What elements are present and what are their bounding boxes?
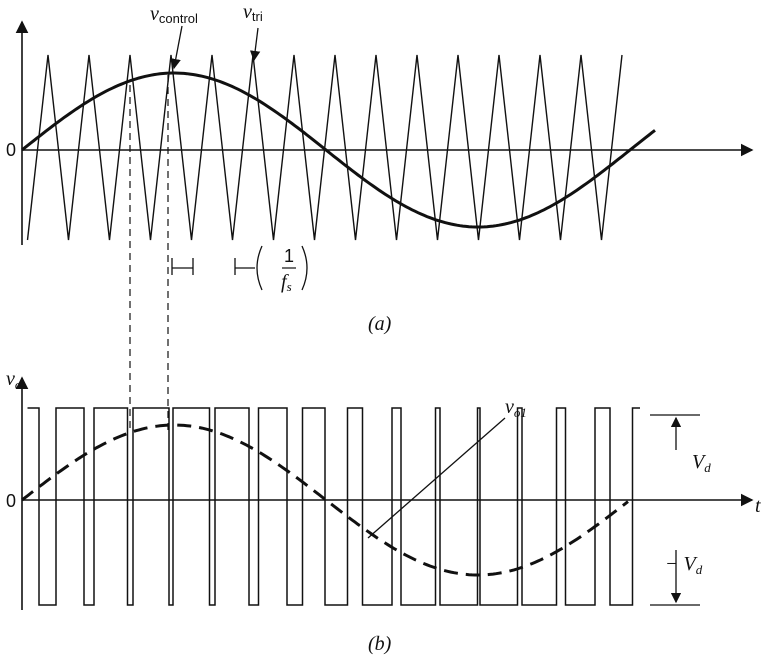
pwm-diagram: 0 vcontrol vtri 1 fs (a) vo 0 t vo1 Vd −…	[0, 0, 763, 658]
triangle-label: vtri	[243, 1, 263, 24]
period-denominator: fs	[281, 271, 292, 294]
vo-label: vo	[6, 368, 22, 392]
vd-label: Vd	[692, 451, 711, 475]
period-numerator: 1	[284, 246, 294, 266]
caption-b: (b)	[368, 633, 392, 655]
origin-a: 0	[6, 140, 16, 160]
caption-a: (a)	[368, 313, 392, 335]
vo1-label: vo1	[505, 396, 527, 420]
neg-vd-label: −Vd	[665, 553, 703, 577]
t-label: t	[755, 495, 761, 517]
origin-b: 0	[6, 491, 16, 511]
control-label: vcontrol	[150, 3, 198, 26]
